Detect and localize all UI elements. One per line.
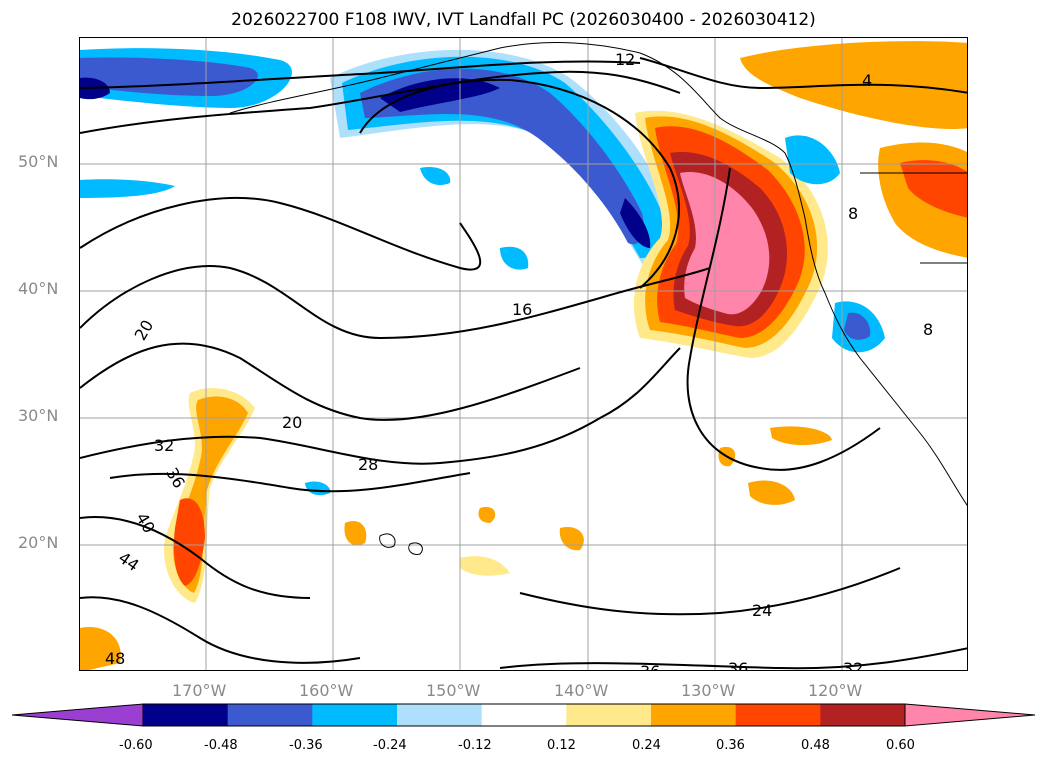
peak-anomaly-region <box>680 172 770 315</box>
colorbar-extend-min <box>11 703 144 727</box>
colorbar-tick-label: 0.48 <box>801 738 830 753</box>
contour-label: 28 <box>358 455 378 474</box>
contour-label: 20 <box>282 413 302 432</box>
coastline <box>229 42 967 555</box>
contour-label: 24 <box>752 601 772 620</box>
lon-label-120w: 120°W <box>808 681 863 700</box>
colorbar-tick-label: -0.24 <box>373 738 407 753</box>
lon-label-150w: 150°W <box>426 681 481 700</box>
colorbar-tick-label: -0.12 <box>458 738 492 753</box>
colorbar-segment <box>566 704 652 726</box>
lon-label-130w: 130°W <box>681 681 736 700</box>
colorbar-tick-label: 0.60 <box>886 738 915 753</box>
map-panel: 4 12 16 20 20 28 32 36 40 44 48 24 36 36… <box>79 37 968 671</box>
contour-label: 44 <box>115 548 143 575</box>
colorbar-tick-label: 0.24 <box>632 738 661 753</box>
colorbar-extend-max <box>904 703 1036 727</box>
colorbar-segments <box>11 703 1036 727</box>
contour-label: 40 <box>132 509 159 536</box>
contour-label: 36 <box>640 662 660 671</box>
colorbar-segment <box>312 704 398 726</box>
colorbar-segment <box>397 704 483 726</box>
colorbar-tick-label: -0.60 <box>119 738 153 753</box>
map-canvas: 4 12 16 20 20 28 32 36 40 44 48 24 36 36… <box>80 38 967 671</box>
colorbar <box>11 703 1036 727</box>
lat-label-20n: 20°N <box>18 533 59 552</box>
colorbar-tick-label: -0.36 <box>289 738 323 753</box>
colorbar-tick-label: 0.36 <box>716 738 745 753</box>
contour-label: 4 <box>862 71 872 90</box>
contour-label: 32 <box>843 659 863 671</box>
lat-label-50n: 50°N <box>18 152 59 171</box>
colorbar-segment <box>735 704 821 726</box>
contour-label: 16 <box>512 300 532 319</box>
colorbar-tick-label: 0.12 <box>547 738 576 753</box>
colorbar-segment <box>227 704 313 726</box>
contour-label: 48 <box>105 649 125 668</box>
colorbar-segment <box>651 704 737 726</box>
lon-label-140w: 140°W <box>554 681 609 700</box>
lat-label-40n: 40°N <box>18 279 59 298</box>
lat-label-30n: 30°N <box>18 406 59 425</box>
colorbar-tick-label: -0.48 <box>204 738 238 753</box>
contour-label: 12 <box>615 50 635 69</box>
colorbar-segment <box>481 704 567 726</box>
contour-label: 8 <box>848 204 858 223</box>
shading-layer <box>80 41 967 670</box>
contour-label: 20 <box>131 317 158 344</box>
contour-label: 36 <box>728 659 748 671</box>
contour-label: 32 <box>154 436 174 455</box>
lon-label-160w: 160°W <box>299 681 354 700</box>
colorbar-segment <box>820 704 906 726</box>
colorbar-segment <box>143 704 229 726</box>
contour-label: 8 <box>923 320 933 339</box>
lon-label-170w: 170°W <box>172 681 227 700</box>
graticule <box>80 38 967 670</box>
iwv-contours <box>80 57 967 670</box>
map-title: 2026022700 F108 IWV, IVT Landfall PC (20… <box>231 10 816 30</box>
